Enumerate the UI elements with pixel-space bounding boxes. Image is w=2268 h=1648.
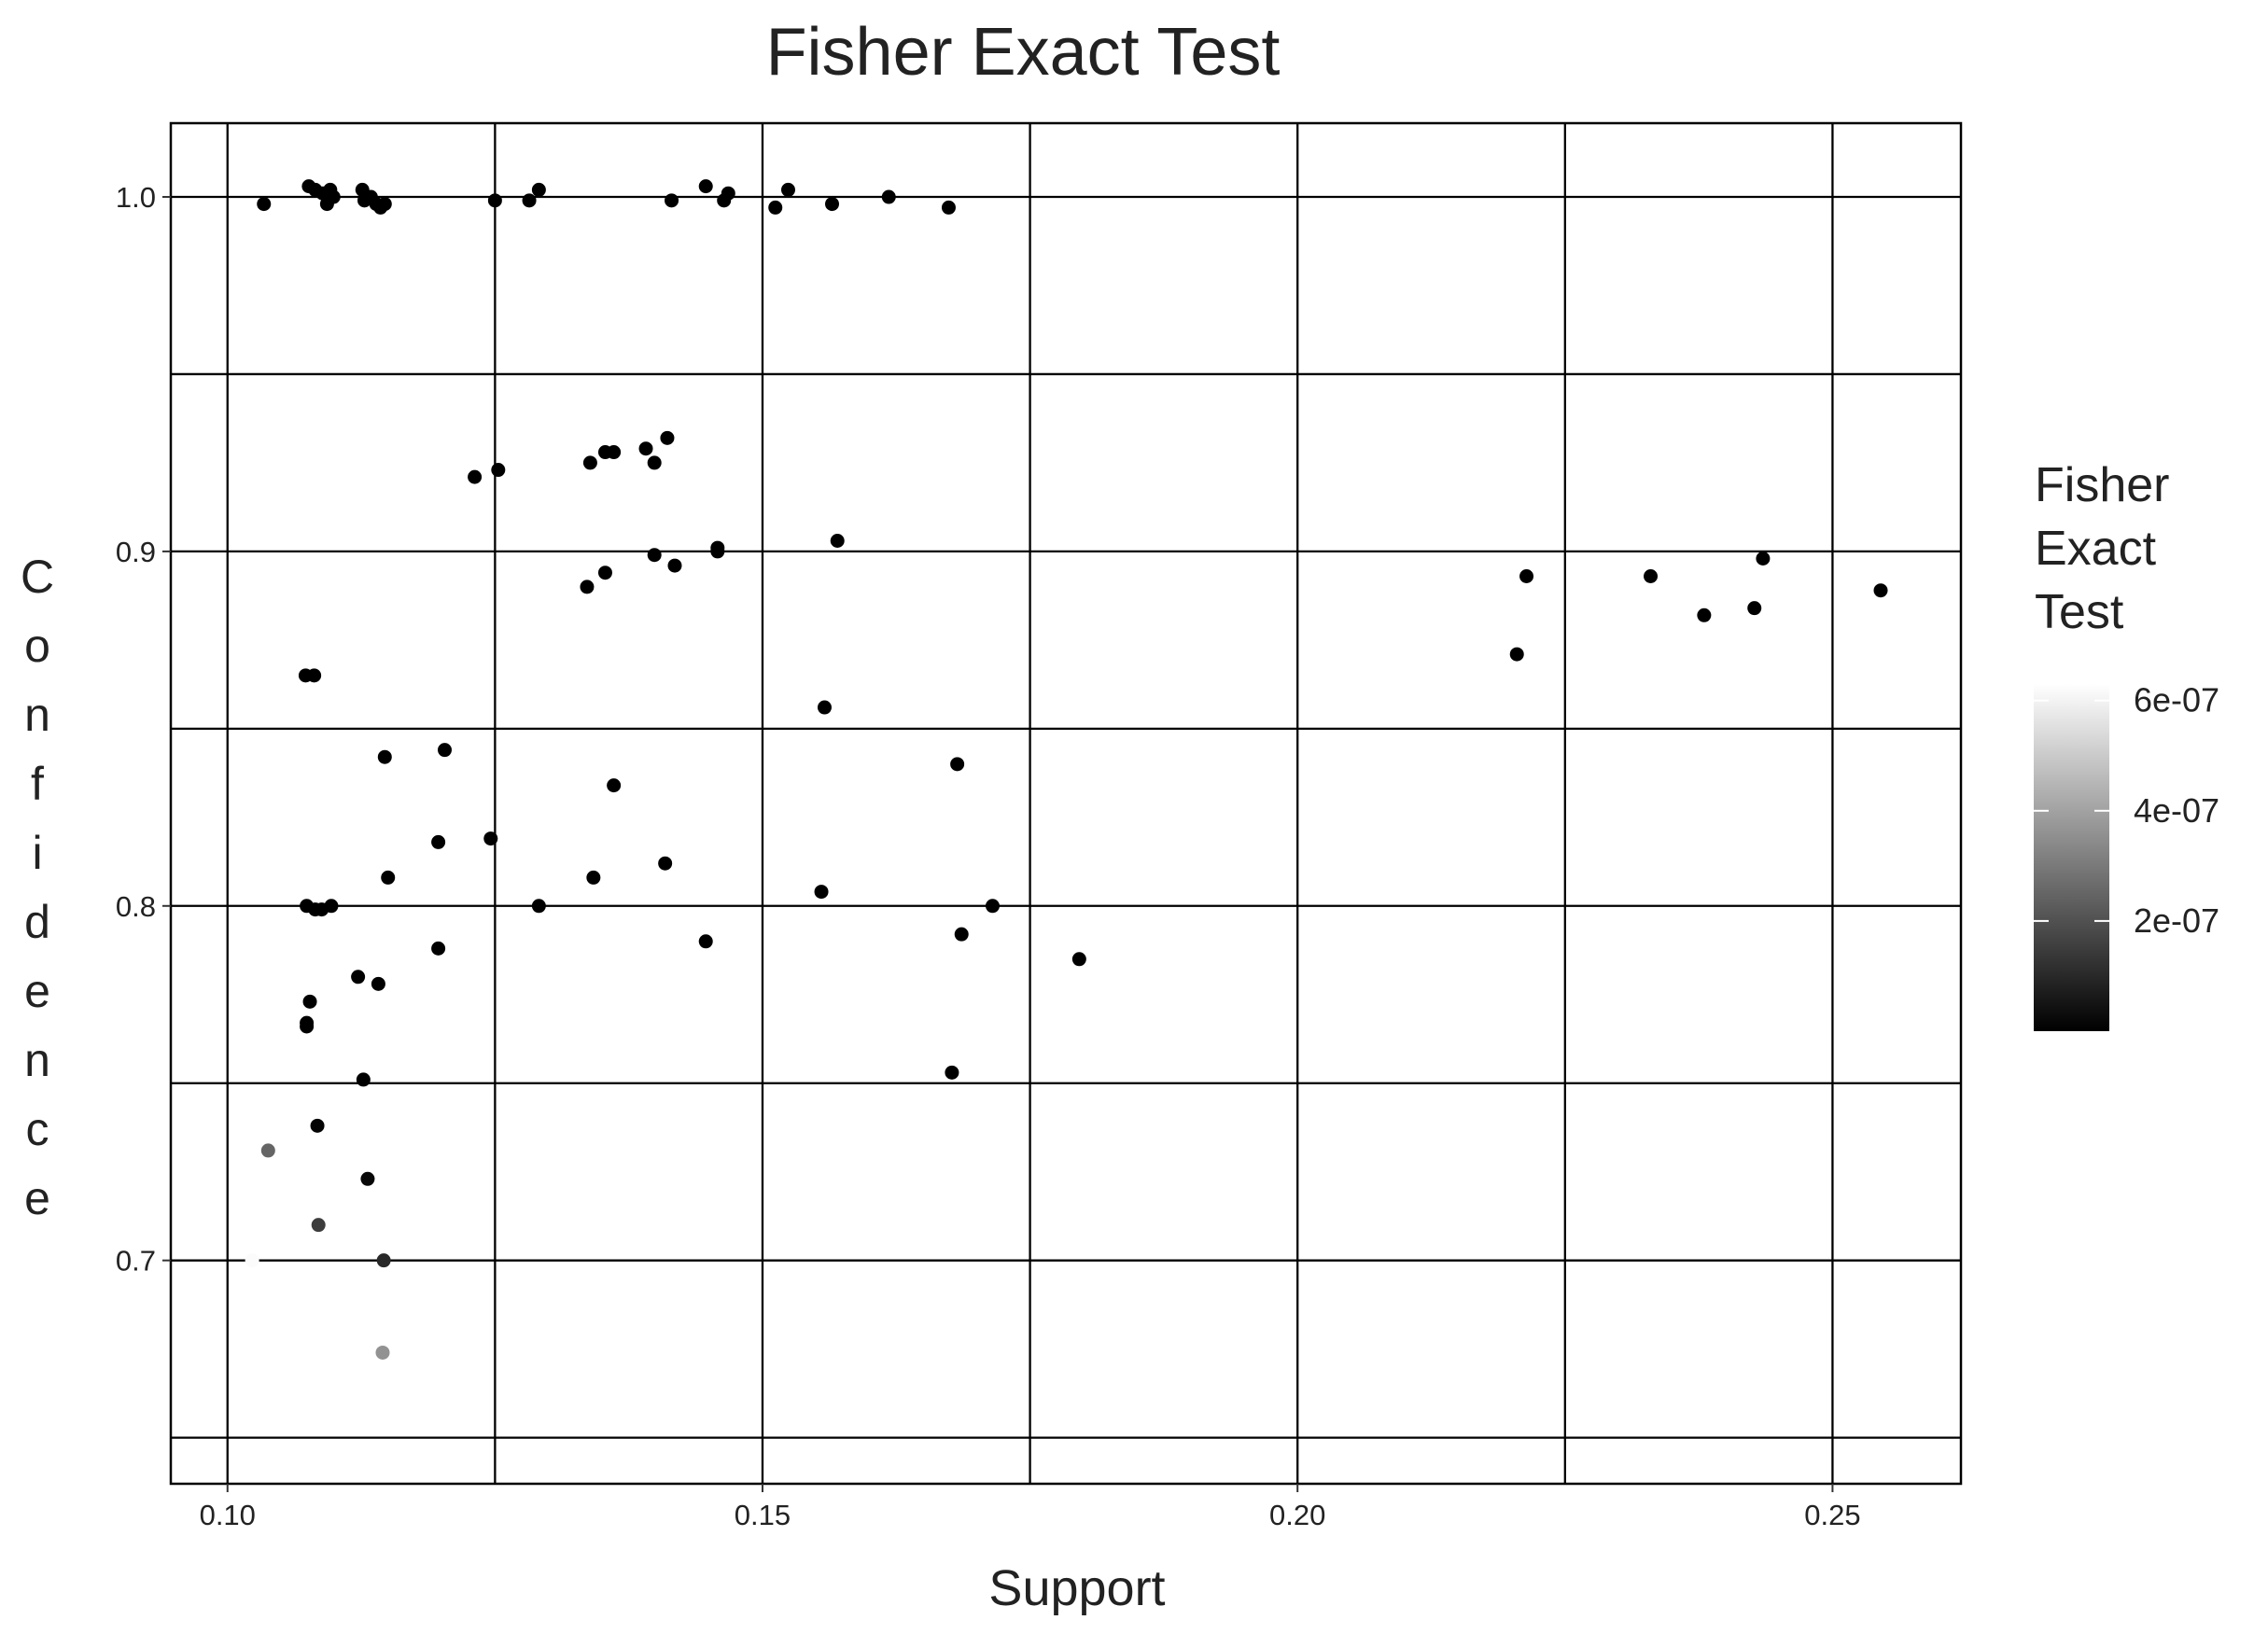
point xyxy=(531,182,546,197)
point xyxy=(531,899,546,914)
y-tick-label: 0.8 xyxy=(116,890,156,923)
y-tick-label: 1.0 xyxy=(116,181,156,214)
point xyxy=(665,193,679,208)
x-tick-label: 0.25 xyxy=(1804,1499,1860,1531)
point xyxy=(945,1065,959,1080)
point xyxy=(1697,608,1712,622)
point xyxy=(586,870,601,885)
point xyxy=(607,445,622,460)
y-tick-label: 0.7 xyxy=(116,1245,156,1278)
point xyxy=(698,934,713,949)
point xyxy=(377,197,392,212)
point xyxy=(1071,952,1086,967)
point xyxy=(375,1345,390,1360)
point xyxy=(431,834,446,849)
legend-title: Fisher Exact Test xyxy=(2035,458,2170,639)
point xyxy=(1756,551,1771,566)
x-tick-label: 0.20 xyxy=(1269,1499,1325,1531)
point xyxy=(817,700,832,715)
point xyxy=(351,970,366,985)
point xyxy=(371,976,385,991)
point xyxy=(245,1253,259,1268)
point xyxy=(580,580,595,594)
point xyxy=(360,1171,375,1186)
colorbar-label: 4e-07 xyxy=(2134,791,2219,830)
point xyxy=(1873,583,1888,598)
legend-title-box: Fisher Exact Test xyxy=(2035,458,2170,639)
point xyxy=(825,197,840,212)
x-tick-label: 0.15 xyxy=(735,1499,791,1531)
point xyxy=(302,994,317,1009)
point xyxy=(491,463,506,478)
point xyxy=(431,941,446,956)
point xyxy=(377,749,392,764)
point xyxy=(487,193,502,208)
plot-panel xyxy=(169,121,1963,1486)
x-axis-label: Support xyxy=(988,1560,1165,1616)
point xyxy=(522,193,537,208)
point xyxy=(257,197,272,212)
point xyxy=(710,544,725,559)
point xyxy=(941,200,956,215)
point xyxy=(950,757,965,772)
point xyxy=(376,1253,391,1268)
point xyxy=(658,856,673,871)
point xyxy=(307,668,322,683)
colorbar xyxy=(2034,684,2109,1031)
point xyxy=(780,182,795,197)
point xyxy=(721,186,735,201)
x-tick-label: 0.10 xyxy=(200,1499,256,1531)
point xyxy=(698,179,713,194)
point xyxy=(356,1072,371,1087)
point xyxy=(881,189,896,204)
point xyxy=(1644,568,1659,583)
y-tick-label: 0.9 xyxy=(116,536,156,568)
colorbar-label: 2e-07 xyxy=(2134,901,2219,940)
point xyxy=(660,430,675,445)
point xyxy=(326,189,341,204)
colorbar-label: 6e-07 xyxy=(2134,681,2219,719)
point xyxy=(1747,601,1762,616)
point xyxy=(954,927,969,942)
point xyxy=(381,870,396,885)
point xyxy=(311,1218,326,1233)
y-axis-label: Confidence xyxy=(11,551,63,1241)
point xyxy=(468,469,483,484)
point xyxy=(483,831,498,846)
point xyxy=(647,455,662,470)
point xyxy=(830,534,845,549)
point xyxy=(1509,647,1524,662)
point xyxy=(582,455,597,470)
point xyxy=(814,885,829,900)
point xyxy=(324,899,339,914)
chart-title: Fisher Exact Test xyxy=(766,15,1281,90)
point xyxy=(437,743,452,758)
point xyxy=(300,1019,315,1034)
point xyxy=(310,1118,325,1133)
point xyxy=(1519,568,1534,583)
point xyxy=(985,899,1000,914)
point xyxy=(597,566,612,580)
point xyxy=(768,200,783,215)
point xyxy=(667,558,682,573)
point xyxy=(638,441,653,456)
point xyxy=(647,548,662,563)
point xyxy=(607,778,622,793)
point xyxy=(260,1143,275,1158)
